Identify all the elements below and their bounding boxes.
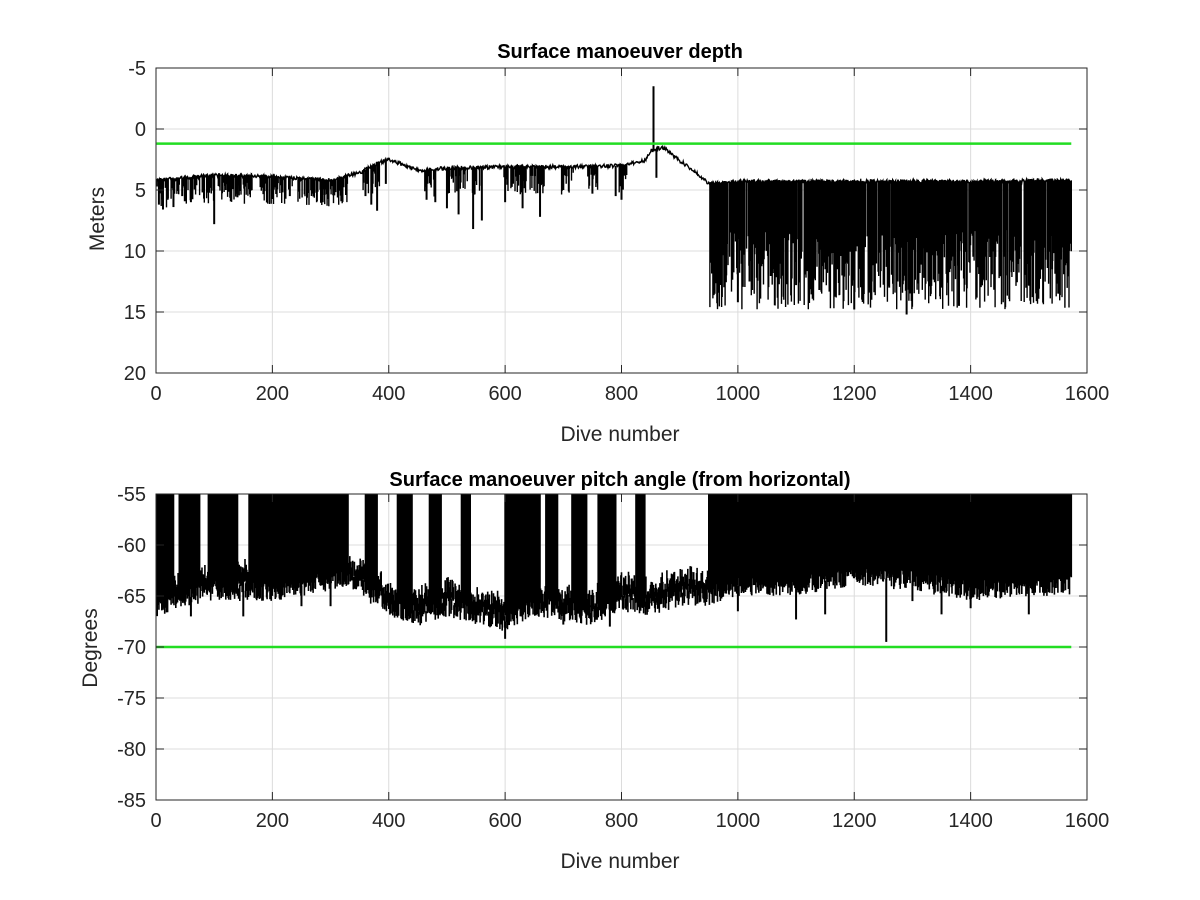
x-tick-label: 600 [488, 810, 521, 832]
y-tick-label: 20 [124, 363, 146, 385]
y-tick-label: 10 [124, 241, 146, 263]
x-tick-label: 800 [605, 383, 638, 405]
y-tick-label: -85 [117, 790, 146, 812]
x-tick-label: 1000 [716, 810, 761, 832]
y-tick-label: 15 [124, 302, 146, 324]
x-tick-label: 1600 [1065, 810, 1110, 832]
depth-series-line [156, 144, 1072, 310]
x-tick-label: 1600 [1065, 383, 1110, 405]
x-tick-label: 1400 [948, 383, 993, 405]
x-tick-label: 0 [150, 383, 161, 405]
x-tick-label: 1000 [716, 383, 761, 405]
y-tick-label: -80 [117, 739, 146, 761]
x-tick-label: 400 [372, 810, 405, 832]
y-tick-label: 0 [135, 119, 146, 141]
x-tick-label: 1200 [832, 810, 877, 832]
depth-y-axis-label: Meters [86, 187, 109, 251]
y-tick-label: 5 [135, 180, 146, 202]
x-tick-label: 200 [256, 383, 289, 405]
pitch-panel: Surface manoeuver pitch angle (from hori… [79, 469, 1110, 873]
x-tick-label: 800 [605, 810, 638, 832]
y-tick-label: -55 [117, 484, 146, 506]
series-data [156, 86, 1072, 315]
y-tick-label: -65 [117, 586, 146, 608]
x-tick-label: 1200 [832, 383, 877, 405]
depth-panel: Surface manoeuver depth Dive number Mete… [86, 41, 1109, 446]
series-data [156, 494, 1073, 642]
x-tick-label: 400 [372, 383, 405, 405]
depth-x-axis-label: Dive number [560, 423, 679, 446]
x-tick-label: 200 [256, 810, 289, 832]
pitch-plot-title: Surface manoeuver pitch angle (from hori… [389, 469, 850, 491]
y-tick-label: -75 [117, 688, 146, 710]
pitch-y-axis-label: Degrees [79, 608, 102, 687]
x-tick-label: 1400 [948, 810, 993, 832]
y-tick-label: -5 [128, 58, 146, 80]
pitch-x-axis-label: Dive number [560, 850, 679, 873]
x-tick-label: 0 [150, 810, 161, 832]
y-tick-label: -70 [117, 637, 146, 659]
y-tick-label: -60 [117, 535, 146, 557]
x-tick-label: 600 [488, 383, 521, 405]
depth-plot-title: Surface manoeuver depth [497, 41, 743, 63]
